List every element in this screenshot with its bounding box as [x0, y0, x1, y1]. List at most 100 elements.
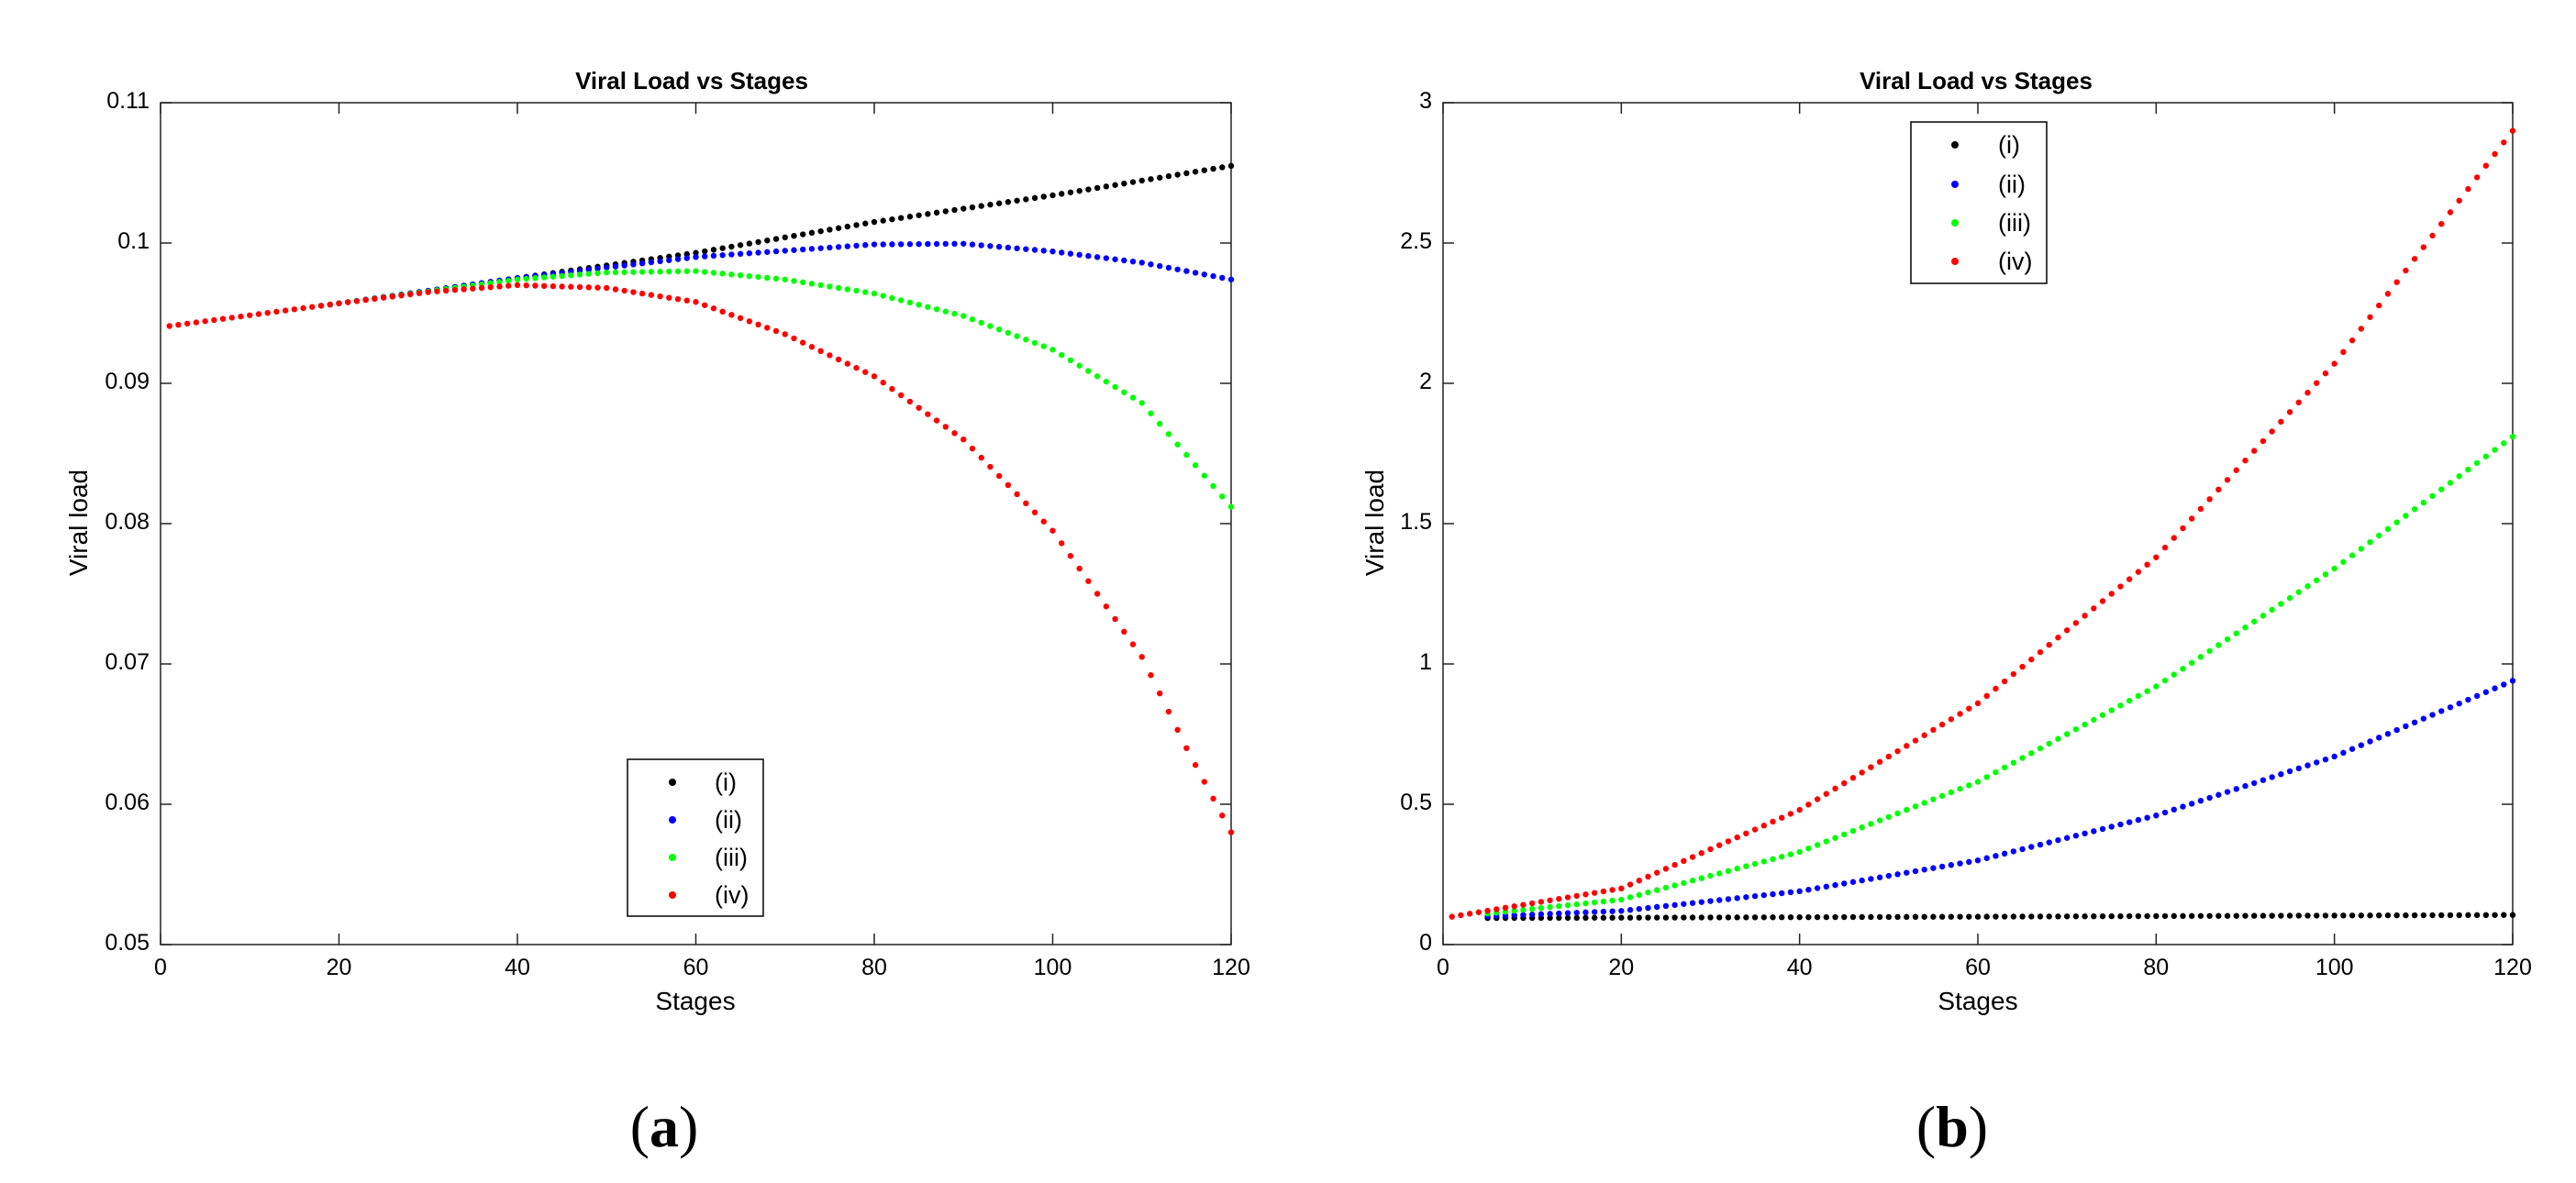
data-point — [916, 404, 922, 411]
data-point — [2037, 745, 2044, 752]
data-point — [2367, 738, 2373, 745]
data-point — [2099, 912, 2106, 920]
data-point — [2135, 816, 2142, 824]
data-point — [1930, 913, 1937, 920]
data-point — [576, 271, 583, 278]
data-point — [1787, 913, 1794, 921]
data-point — [630, 269, 637, 275]
data-point — [2358, 326, 2365, 332]
data-point — [2010, 848, 2017, 855]
data-point — [1814, 842, 1821, 848]
data-point — [2028, 656, 2035, 663]
data-point — [1707, 914, 1714, 921]
data-point — [1671, 914, 1678, 921]
legend-marker — [1951, 181, 1959, 188]
data-point — [889, 385, 895, 392]
data-point — [1796, 888, 1803, 895]
data-point — [2099, 598, 2106, 604]
data-point — [1227, 162, 1235, 170]
data-point — [737, 250, 744, 258]
data-point — [1725, 838, 1732, 845]
data-point — [362, 296, 369, 304]
data-point — [791, 247, 797, 253]
data-point — [1049, 527, 1056, 534]
data-point — [791, 335, 797, 342]
data-point — [1698, 850, 1704, 857]
x-tick-label: 100 — [1034, 955, 1072, 980]
data-point — [710, 305, 717, 312]
data-point — [1948, 862, 1955, 868]
data-point — [2420, 499, 2427, 506]
data-point — [1832, 881, 1838, 889]
data-point — [1201, 779, 1208, 785]
data-point — [2509, 433, 2516, 440]
data-point — [702, 248, 708, 255]
data-point — [1600, 908, 1607, 915]
data-point — [2019, 663, 2026, 670]
data-point — [1600, 888, 1607, 895]
data-point — [2171, 912, 2177, 920]
data-point — [228, 315, 235, 321]
data-point — [1716, 842, 1723, 848]
data-point — [2144, 688, 2150, 694]
data-point — [1662, 866, 1670, 872]
data-point — [1219, 813, 1226, 819]
data-point — [1627, 881, 1634, 888]
data-point — [844, 360, 851, 367]
data-point — [2153, 912, 2160, 920]
data-point — [1796, 806, 1803, 813]
data-point — [889, 216, 895, 223]
data-point — [2501, 139, 2507, 146]
data-point — [1511, 912, 1517, 919]
data-point — [612, 286, 619, 293]
data-point — [1814, 885, 1821, 891]
data-point — [987, 243, 994, 249]
data-point — [2429, 232, 2436, 239]
data-point — [1067, 552, 1074, 559]
data-point — [2269, 774, 2275, 780]
data-point — [1618, 914, 1625, 921]
data-point — [1005, 244, 1012, 251]
data-point — [916, 212, 922, 218]
data-point — [978, 242, 984, 249]
data-point — [487, 283, 494, 291]
data-point — [657, 258, 663, 265]
data-point — [2447, 912, 2454, 919]
data-point — [2286, 409, 2293, 415]
data-point — [693, 249, 699, 256]
data-point — [2465, 185, 2471, 193]
data-point — [1885, 872, 1893, 879]
data-point — [2063, 731, 2071, 737]
data-point — [772, 327, 780, 335]
data-point — [1511, 907, 1517, 914]
data-point — [2411, 912, 2418, 919]
data-point — [2108, 707, 2115, 713]
data-point — [2108, 824, 2115, 830]
data-point — [1805, 802, 1812, 808]
data-point — [755, 273, 761, 281]
data-point — [2019, 846, 2026, 853]
data-point — [2251, 448, 2258, 454]
data-point — [2144, 912, 2150, 920]
data-point — [1957, 913, 1963, 920]
data-point — [808, 229, 816, 237]
data-point — [1779, 854, 1785, 860]
data-point — [2055, 635, 2061, 641]
data-point — [1654, 887, 1660, 893]
data-point — [380, 294, 387, 301]
data-point — [2010, 759, 2017, 766]
data-point — [1787, 851, 1794, 857]
data-point — [2072, 913, 2080, 920]
data-point — [478, 284, 485, 292]
data-point — [2376, 912, 2382, 919]
data-point — [951, 206, 958, 214]
data-point — [1662, 902, 1670, 910]
data-point — [2197, 654, 2204, 660]
data-point — [2091, 912, 2097, 920]
data-point — [1698, 914, 1704, 921]
data-point — [853, 364, 860, 371]
data-point — [1993, 913, 1999, 920]
data-point — [800, 279, 806, 286]
data-point — [1832, 785, 1838, 792]
data-point — [2447, 704, 2454, 711]
